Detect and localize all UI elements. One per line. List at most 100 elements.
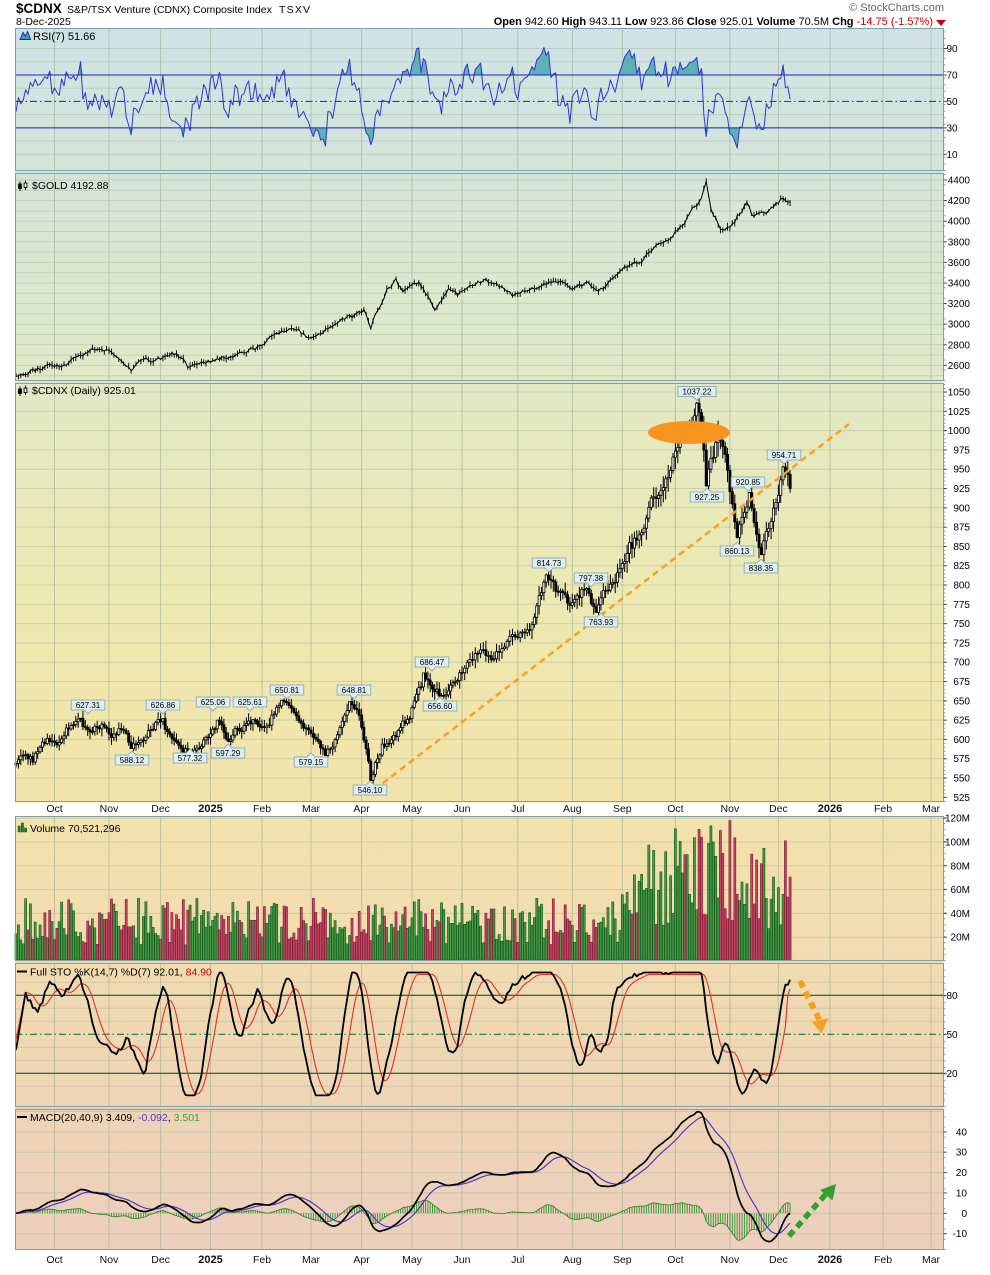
- svg-text:Dec: Dec: [769, 803, 788, 815]
- svg-text:50: 50: [947, 1030, 959, 1041]
- svg-text:3600: 3600: [948, 258, 971, 269]
- svg-text:Dec: Dec: [151, 803, 170, 815]
- svg-text:686.47: 686.47: [420, 658, 445, 667]
- svg-text:TSXV: TSXV: [279, 4, 311, 16]
- svg-text:Mar: Mar: [922, 1254, 941, 1266]
- svg-text:525: 525: [953, 793, 970, 804]
- svg-text:120M: 120M: [945, 814, 970, 825]
- svg-text:675: 675: [953, 677, 970, 688]
- svg-text:1050: 1050: [948, 388, 971, 399]
- svg-text:Mar: Mar: [922, 803, 941, 815]
- svg-text:920.85: 920.85: [736, 478, 761, 487]
- svg-text:0: 0: [961, 1209, 967, 1220]
- svg-text:3200: 3200: [948, 299, 971, 310]
- svg-text:4400: 4400: [948, 176, 971, 187]
- svg-text:625.06: 625.06: [201, 698, 226, 707]
- svg-text:4200: 4200: [948, 196, 971, 207]
- svg-text:900: 900: [953, 503, 970, 514]
- svg-text:20: 20: [956, 1168, 968, 1179]
- svg-text:579.15: 579.15: [299, 758, 324, 767]
- svg-text:Feb: Feb: [874, 1254, 892, 1266]
- svg-text:20M: 20M: [951, 933, 970, 944]
- svg-text:Open 942.60 High 943.11 Low 92: Open 942.60 High 943.11 Low 923.86 Close…: [494, 16, 933, 28]
- svg-text:797.38: 797.38: [579, 574, 604, 583]
- svg-text:100M: 100M: [945, 838, 970, 849]
- svg-text:Oct: Oct: [46, 803, 62, 815]
- svg-text:2026: 2026: [818, 1254, 842, 1266]
- svg-text:70: 70: [947, 71, 959, 82]
- svg-text:588.12: 588.12: [120, 756, 145, 765]
- svg-text:40M: 40M: [951, 909, 970, 920]
- svg-text:Jul: Jul: [511, 803, 524, 815]
- svg-text:8-Dec-2025: 8-Dec-2025: [16, 16, 71, 28]
- svg-text:600: 600: [953, 735, 970, 746]
- svg-text:$GOLD 4192.88: $GOLD 4192.88: [32, 180, 109, 192]
- svg-text:627.31: 627.31: [76, 701, 101, 710]
- svg-text:Feb: Feb: [253, 803, 271, 815]
- svg-text:2025: 2025: [198, 1254, 222, 1266]
- svg-text:1037.22: 1037.22: [683, 388, 712, 397]
- svg-text:10: 10: [947, 150, 959, 161]
- svg-text:597.29: 597.29: [216, 749, 241, 758]
- svg-text:975: 975: [953, 445, 970, 456]
- svg-text:Sep: Sep: [613, 803, 632, 815]
- svg-text:Feb: Feb: [253, 1254, 271, 1266]
- svg-text:814.73: 814.73: [537, 559, 562, 568]
- svg-text:30: 30: [947, 123, 959, 134]
- svg-text:546.10: 546.10: [358, 786, 383, 795]
- svg-text:648.81: 648.81: [342, 686, 367, 695]
- svg-text:3000: 3000: [948, 320, 971, 331]
- svg-text:80: 80: [947, 991, 959, 1002]
- svg-text:© StockCharts.com: © StockCharts.com: [849, 2, 944, 14]
- svg-text:Mar: Mar: [302, 803, 321, 815]
- svg-text:Nov: Nov: [100, 1254, 119, 1266]
- svg-text:3800: 3800: [948, 237, 971, 248]
- svg-text:625: 625: [953, 716, 970, 727]
- svg-text:40: 40: [956, 1127, 968, 1138]
- svg-text:2025: 2025: [198, 803, 222, 815]
- svg-text:RSI(7) 51.66: RSI(7) 51.66: [33, 31, 95, 43]
- svg-text:725: 725: [953, 638, 970, 649]
- svg-text:Jun: Jun: [454, 803, 471, 815]
- svg-text:954.71: 954.71: [772, 451, 797, 460]
- svg-text:Volume 70,521,296: Volume 70,521,296: [30, 823, 121, 835]
- svg-text:Jun: Jun: [454, 1254, 471, 1266]
- svg-text:656.60: 656.60: [428, 702, 453, 711]
- svg-text:$CDNX: $CDNX: [16, 1, 62, 16]
- svg-text:80M: 80M: [951, 861, 970, 872]
- svg-text:825: 825: [953, 561, 970, 572]
- svg-text:60M: 60M: [951, 885, 970, 896]
- svg-text:575: 575: [953, 754, 970, 765]
- svg-text:650: 650: [953, 696, 970, 707]
- svg-text:-10: -10: [953, 1229, 968, 1240]
- svg-text:2600: 2600: [948, 361, 971, 372]
- svg-text:4000: 4000: [948, 217, 971, 228]
- svg-text:Apr: Apr: [353, 803, 370, 815]
- svg-text:626.86: 626.86: [151, 701, 176, 710]
- svg-text:Nov: Nov: [721, 803, 740, 815]
- svg-text:850: 850: [953, 542, 970, 553]
- svg-text:763.93: 763.93: [589, 618, 614, 627]
- svg-text:625.61: 625.61: [238, 698, 263, 707]
- svg-text:30: 30: [956, 1148, 968, 1159]
- svg-text:Feb: Feb: [874, 803, 892, 815]
- svg-text:10: 10: [956, 1188, 968, 1199]
- svg-text:1000: 1000: [948, 426, 971, 437]
- svg-text:1025: 1025: [948, 407, 971, 418]
- svg-text:800: 800: [953, 581, 970, 592]
- svg-text:950: 950: [953, 465, 970, 476]
- svg-text:Dec: Dec: [151, 1254, 170, 1266]
- svg-text:3400: 3400: [948, 279, 971, 290]
- svg-text:MACD(20,40,9) 3.409, -0.092, 3: MACD(20,40,9) 3.409, -0.092, 3.501: [30, 1112, 200, 1124]
- svg-text:May: May: [402, 1254, 423, 1266]
- svg-text:Dec: Dec: [769, 1254, 788, 1266]
- svg-text:S&P/TSX Venture (CDNX) Composi: S&P/TSX Venture (CDNX) Composite Index: [67, 4, 273, 16]
- svg-text:775: 775: [953, 600, 970, 611]
- svg-text:838.35: 838.35: [749, 564, 774, 573]
- svg-text:Aug: Aug: [563, 1254, 582, 1266]
- svg-text:50: 50: [947, 97, 959, 108]
- svg-text:750: 750: [953, 619, 970, 630]
- svg-text:Nov: Nov: [721, 1254, 740, 1266]
- svg-text:20: 20: [947, 1069, 959, 1080]
- svg-text:860.13: 860.13: [725, 547, 750, 556]
